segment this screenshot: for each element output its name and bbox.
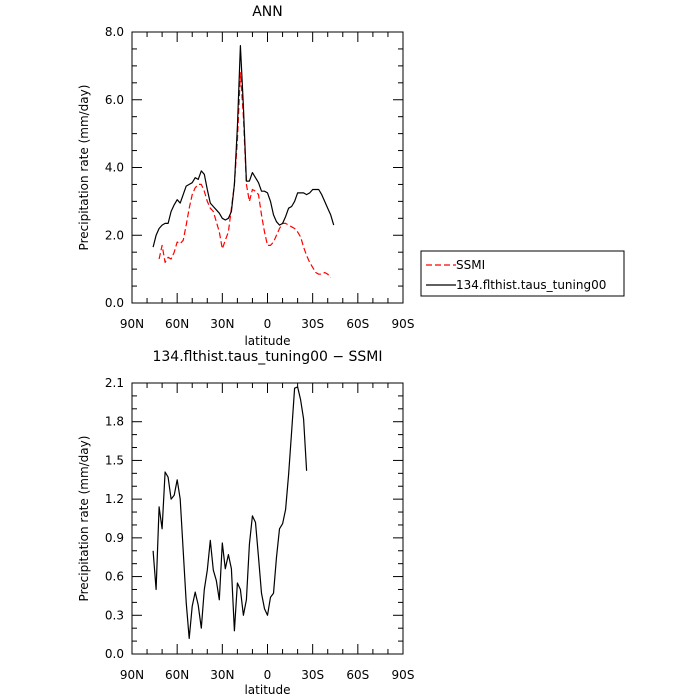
x-axis-label: latitude <box>244 683 290 697</box>
x-tick-label: 30N <box>210 668 234 682</box>
y-tick-label: 1.2 <box>105 492 124 506</box>
y-tick-label: 1.5 <box>105 453 124 467</box>
y-tick-label: 2.0 <box>105 228 124 242</box>
chart-title: 134.flthist.taus_tuning00 − SSMI <box>152 349 382 365</box>
y-tick-label: 0.6 <box>105 570 124 584</box>
x-tick-label: 30N <box>210 317 234 331</box>
x-axis-label: latitude <box>244 334 290 348</box>
x-tick-label: 60N <box>165 668 189 682</box>
x-tick-label: 60S <box>346 317 369 331</box>
y-tick-label: 6.0 <box>105 93 124 107</box>
x-tick-label: 30S <box>301 668 324 682</box>
x-tick-label: 90N <box>120 317 144 331</box>
x-tick-label: 0 <box>264 668 272 682</box>
y-tick-label: 0.0 <box>105 647 124 661</box>
plot-frame <box>131 31 404 304</box>
legend-label: SSMI <box>456 258 485 272</box>
legend-label: 134.flthist.taus_tuning00 <box>456 278 606 292</box>
y-tick-label: 0.9 <box>105 531 124 545</box>
legend: SSMI 134.flthist.taus_tuning00 <box>420 250 625 297</box>
y-tick-label: 2.1 <box>105 376 124 390</box>
y-axis-label: Precipitation rate (mm/day) <box>77 436 91 602</box>
series-line-134-flthist-taus-tuning00 <box>152 44 335 248</box>
y-tick-label: 4.0 <box>105 161 124 175</box>
x-tick-label: 30S <box>301 317 324 331</box>
x-tick-label: 60S <box>346 668 369 682</box>
x-tick-label: 90S <box>392 317 415 331</box>
y-tick-label: 0.3 <box>105 608 124 622</box>
chart-panel-2: 134.flthist.taus_tuning00 − SSMI 90N 60N 30… <box>77 349 414 697</box>
y-tick-label: 1.8 <box>105 415 124 429</box>
y-axis-label: Precipitation rate (mm/day) <box>77 85 91 251</box>
y-tick-label: 8.0 <box>105 25 124 39</box>
chart-panel-1: ANN 90N 60N 30N 0 30S 60S 90S 0.0 2.0 4.0 6.0 8.0 lat… <box>77 4 625 348</box>
y-tick-label: 0.0 <box>105 296 124 310</box>
x-tick-label: 60N <box>165 317 189 331</box>
x-tick-label: 90S <box>392 668 415 682</box>
chart-title: ANN <box>252 4 283 20</box>
legend-box <box>420 250 625 297</box>
x-tick-label: 0 <box>264 317 272 331</box>
series-line-ssmi <box>158 72 332 278</box>
series-line-difference <box>152 386 308 640</box>
x-tick-label: 90N <box>120 668 144 682</box>
